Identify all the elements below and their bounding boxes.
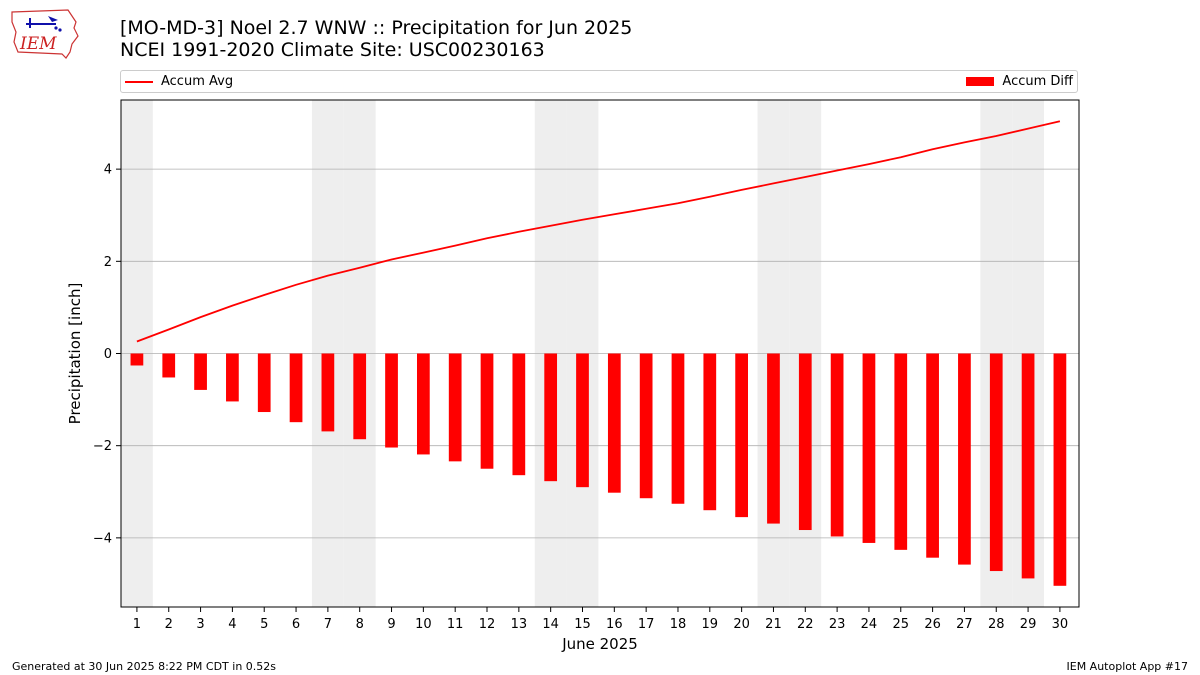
accum-avg-line-group bbox=[136, 120, 1061, 343]
y-tick-label-4: 4 bbox=[104, 163, 112, 178]
x-tick-label-23: 23 bbox=[829, 617, 846, 632]
legend-item-accum-diff: Accum Diff bbox=[966, 74, 1073, 89]
x-tick-label-30: 30 bbox=[1052, 617, 1069, 632]
bar-day-18 bbox=[671, 353, 685, 504]
bar-day-5 bbox=[257, 353, 271, 413]
legend-bar-swatch bbox=[966, 77, 995, 86]
bar-day-12 bbox=[480, 353, 494, 469]
x-tick-label-8: 8 bbox=[356, 617, 364, 632]
grid-lines bbox=[121, 168, 1079, 539]
x-tick-label-7: 7 bbox=[324, 617, 332, 632]
legend-line-swatch bbox=[125, 80, 153, 83]
bar-day-6 bbox=[289, 353, 303, 423]
bar-day-4 bbox=[226, 353, 239, 402]
x-tick-label-5: 5 bbox=[260, 617, 268, 632]
bar-day-9 bbox=[385, 353, 398, 448]
bar-day-23 bbox=[830, 353, 844, 537]
x-tick-label-24: 24 bbox=[861, 617, 878, 632]
bar-day-7 bbox=[321, 353, 335, 432]
y-tick-label-2: 2 bbox=[104, 255, 112, 270]
bar-day-26 bbox=[926, 353, 939, 558]
accum-avg-line bbox=[136, 120, 1061, 343]
bar-day-3 bbox=[194, 353, 207, 390]
x-tick-label-9: 9 bbox=[387, 617, 395, 632]
x-tick-label-29: 29 bbox=[1020, 617, 1037, 632]
bar-day-2 bbox=[162, 353, 176, 378]
legend: Accum Avg Accum Diff bbox=[120, 70, 1078, 93]
x-tick-label-10: 10 bbox=[415, 617, 432, 632]
legend-item-accum-avg: Accum Avg bbox=[125, 74, 233, 89]
legend-label-accum-diff: Accum Diff bbox=[1002, 74, 1073, 89]
iowa-map-icon bbox=[11, 9, 79, 59]
bar-day-19 bbox=[703, 353, 717, 511]
bar-day-1 bbox=[130, 353, 144, 366]
x-tick-label-27: 27 bbox=[956, 617, 973, 632]
legend-label-accum-avg: Accum Avg bbox=[161, 74, 234, 89]
chart-title: [MO-MD-3] Noel 2.7 WNW :: Precipitation … bbox=[120, 17, 633, 39]
footer-generated-text: Generated at 30 Jun 2025 8:22 PM CDT in … bbox=[12, 660, 277, 673]
x-tick-label-13: 13 bbox=[511, 617, 528, 632]
bar-day-11 bbox=[448, 353, 462, 462]
x-tick-label-14: 14 bbox=[542, 617, 559, 632]
x-tick-label-2: 2 bbox=[165, 617, 173, 632]
bar-day-13 bbox=[512, 353, 526, 476]
x-tick-label-26: 26 bbox=[924, 617, 941, 632]
bar-day-10 bbox=[416, 353, 430, 455]
bar-day-20 bbox=[735, 353, 748, 518]
x-tick-label-11: 11 bbox=[447, 617, 464, 632]
bar-day-24 bbox=[862, 353, 876, 543]
logo-text: IEM bbox=[19, 34, 57, 54]
x-tick-label-12: 12 bbox=[479, 617, 496, 632]
accum-diff-bars bbox=[130, 353, 1067, 586]
x-tick-label-4: 4 bbox=[228, 617, 236, 632]
bar-day-8 bbox=[353, 353, 367, 440]
y-tick-label--4: −4 bbox=[93, 531, 112, 546]
x-tick-label-16: 16 bbox=[606, 617, 623, 632]
y-tick-label-0: 0 bbox=[104, 347, 112, 362]
bar-day-14 bbox=[544, 353, 558, 482]
bar-day-27 bbox=[958, 353, 971, 565]
chart-subtitle: NCEI 1991-2020 Climate Site: USC00230163 bbox=[120, 39, 545, 61]
bar-day-17 bbox=[639, 353, 653, 499]
x-tick-label-28: 28 bbox=[988, 617, 1005, 632]
x-tick-label-15: 15 bbox=[574, 617, 591, 632]
x-tick-label-22: 22 bbox=[797, 617, 814, 632]
x-tick-label-3: 3 bbox=[196, 617, 204, 632]
bar-day-28 bbox=[989, 353, 1003, 572]
y-tick-label--2: −2 bbox=[93, 439, 112, 454]
bar-day-16 bbox=[607, 353, 621, 493]
iem-logo: IEM bbox=[11, 9, 79, 59]
bar-day-21 bbox=[767, 353, 780, 524]
bar-day-22 bbox=[798, 353, 812, 531]
bar-day-29 bbox=[1021, 353, 1035, 579]
y-axis-label: Precipitation [inch] bbox=[66, 283, 84, 425]
x-tick-label-21: 21 bbox=[765, 617, 782, 632]
footer-app-text: IEM Autoplot App #17 bbox=[1066, 660, 1189, 673]
x-tick-label-19: 19 bbox=[702, 617, 719, 632]
x-tick-label-17: 17 bbox=[638, 617, 655, 632]
x-tick-label-18: 18 bbox=[670, 617, 687, 632]
x-tick-label-1: 1 bbox=[133, 617, 141, 632]
x-axis-label: June 2025 bbox=[561, 635, 638, 653]
x-tick-label-6: 6 bbox=[292, 617, 300, 632]
x-tick-label-25: 25 bbox=[892, 617, 909, 632]
bar-day-25 bbox=[894, 353, 908, 550]
x-tick-label-20: 20 bbox=[733, 617, 750, 632]
bar-day-15 bbox=[576, 353, 589, 488]
bar-day-30 bbox=[1053, 353, 1067, 586]
